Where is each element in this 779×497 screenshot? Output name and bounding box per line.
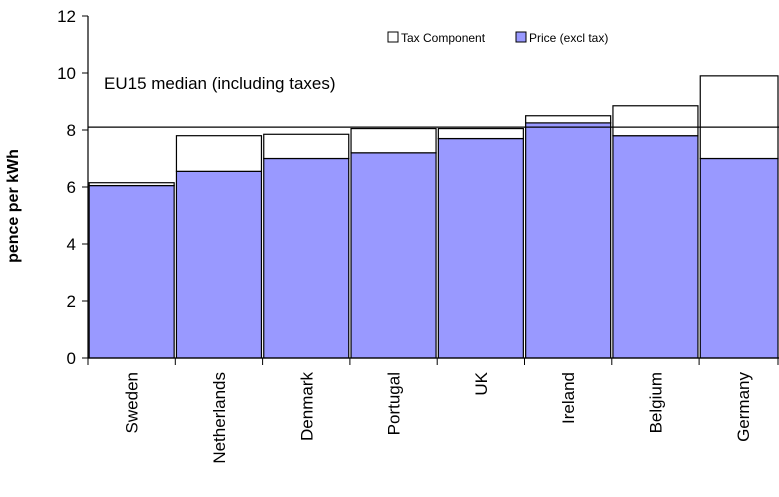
reference-line-label: EU15 median (including taxes) bbox=[104, 74, 336, 93]
x-axis: Sweden Netherlands Denmark Portugal UK Irelan… bbox=[87, 358, 779, 464]
bar-sweden-price bbox=[88, 184, 175, 359]
bar-sweden-tax bbox=[88, 182, 175, 187]
legend-label-tax: Tax Component bbox=[401, 31, 486, 45]
y-tick-label-10: 10 bbox=[57, 64, 76, 83]
bar-ireland-tax bbox=[525, 115, 612, 124]
x-tick-label-sweden: Sweden bbox=[123, 372, 142, 433]
bar-uk-tax bbox=[437, 127, 524, 140]
x-tick-label-netherlands: Netherlands bbox=[210, 372, 229, 464]
y-tick-label-4: 4 bbox=[67, 235, 76, 254]
bars bbox=[88, 75, 779, 359]
x-tick-label-portugal: Portugal bbox=[385, 372, 404, 435]
x-tick-label-belgium: Belgium bbox=[646, 372, 665, 433]
x-tick-label-ireland: Ireland bbox=[559, 372, 578, 424]
y-tick-label-0: 0 bbox=[67, 349, 76, 368]
bar-portugal-tax bbox=[350, 127, 437, 154]
bar-germany-tax bbox=[699, 75, 779, 160]
y-tick-label-8: 8 bbox=[67, 121, 76, 140]
bar-germany-price bbox=[699, 157, 779, 359]
y-axis-label: pence per kWh bbox=[5, 149, 22, 263]
y-tick-label-12: 12 bbox=[57, 7, 76, 26]
y-tick-label-6: 6 bbox=[67, 178, 76, 197]
legend: Tax Component Price (excl tax) bbox=[387, 31, 608, 45]
bar-uk-price bbox=[437, 137, 524, 359]
bar-denmark-price bbox=[263, 157, 350, 359]
bar-belgium-price bbox=[612, 135, 699, 359]
legend-swatch-price bbox=[515, 31, 527, 43]
bar-belgium-tax bbox=[612, 105, 699, 137]
x-tick-label-uk: UK bbox=[472, 371, 491, 395]
bar-portugal-price bbox=[350, 152, 437, 359]
x-tick-label-denmark: Denmark bbox=[297, 372, 316, 441]
bar-ireland-price bbox=[525, 122, 612, 359]
bar-denmark-tax bbox=[263, 133, 350, 160]
legend-swatch-tax bbox=[387, 31, 399, 43]
legend-label-price: Price (excl tax) bbox=[529, 31, 608, 45]
bar-netherlands-tax bbox=[175, 135, 263, 172]
y-axis: 0 2 4 6 8 10 12 bbox=[57, 7, 88, 368]
y-tick-label-2: 2 bbox=[67, 292, 76, 311]
axes bbox=[87, 16, 779, 359]
bar-netherlands-price bbox=[175, 170, 263, 359]
x-tick-label-germany: Germany bbox=[734, 372, 753, 442]
